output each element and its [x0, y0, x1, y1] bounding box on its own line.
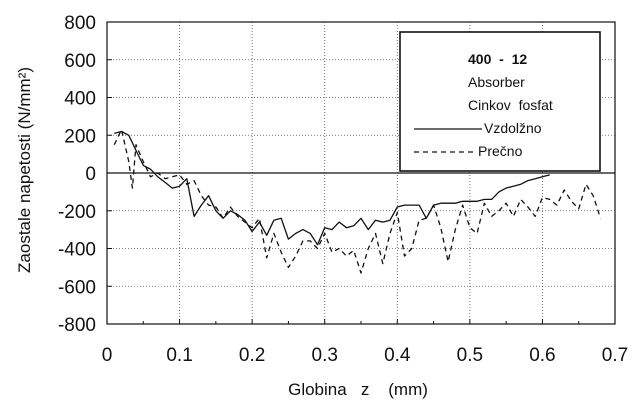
series-line-vzdolzno — [114, 130, 550, 246]
y-tick-label: 800 — [64, 13, 96, 34]
y-tick-label: -400 — [58, 240, 96, 261]
x-tick-label: 0.3 — [312, 345, 338, 366]
y-axis-label: Zaostale napetosti (N/mm²) — [15, 67, 34, 273]
y-tick-label: -800 — [58, 315, 96, 336]
x-tick-label: 0.4 — [384, 345, 411, 366]
y-tick-label: 200 — [64, 126, 96, 147]
series-line-precno — [113, 128, 602, 274]
ticks: 0 0.1 0.2 0.3 0.4 0.5 0.6 0.7 800 600 400 200 0 -200 -… — [58, 13, 628, 366]
x-tick-label: 0.1 — [166, 345, 192, 366]
legend-label-vzdolzno: Vzdolžno — [484, 120, 542, 136]
y-tick-label: -600 — [58, 277, 96, 298]
x-tick-label: 0.6 — [529, 345, 555, 366]
y-tick-label: -200 — [58, 202, 96, 223]
series-layer — [113, 128, 602, 274]
x-tick-label: 0.2 — [239, 345, 265, 366]
legend-box — [399, 31, 601, 172]
legend: 400 - 12 Absorber Cinkov fosfat Vzdolžno… — [399, 31, 601, 172]
y-tick-label: 0 — [85, 164, 96, 185]
legend-header-line-1: 400 - 12 — [468, 51, 527, 67]
legend-label-precno: Prečno — [478, 143, 523, 159]
y-tick-label: 600 — [64, 51, 96, 72]
x-tick-label: 0 — [102, 345, 113, 366]
x-axis-label: Globina z (mm) — [288, 380, 428, 399]
legend-header-line-3: Cinkov fosfat — [468, 97, 553, 113]
legend-header-line-2: Absorber — [468, 74, 525, 90]
x-tick-label: 0.7 — [602, 345, 628, 366]
x-tick-label: 0.5 — [457, 345, 483, 366]
y-tick-label: 400 — [64, 89, 96, 110]
